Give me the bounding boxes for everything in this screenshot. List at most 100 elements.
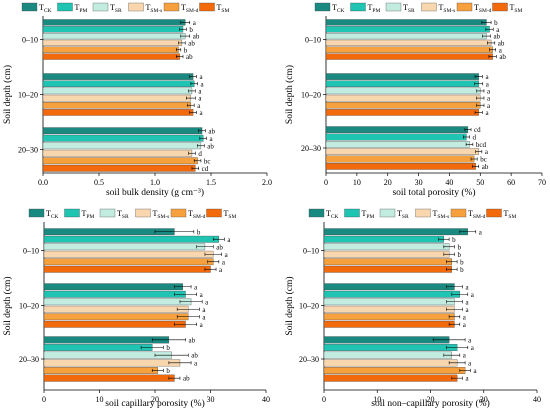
significance-label: ab [189, 336, 196, 344]
bar-SMs-3 [323, 359, 458, 367]
bar-PM-1 [323, 235, 444, 243]
chart-panel-2: TCK TPM TSR TSM-s TSM-d TSM 0 10 20 30 40 50 60 70 soi… [284, 2, 546, 198]
x-tick-label: 40 [445, 178, 453, 187]
x-tick-label: 30 [207, 395, 215, 404]
significance-label: a [225, 251, 229, 259]
significance-label: a [485, 148, 489, 156]
significance-label: ab [208, 127, 215, 135]
bar-SM-3 [42, 164, 196, 172]
significance-label: a [227, 236, 231, 244]
bar-SM-1 [323, 265, 452, 273]
bar-PM-2 [42, 80, 195, 87]
significance-label: a [473, 367, 477, 375]
bar-PM-3 [42, 134, 204, 142]
y-axis-title: Soil depth (cm) [284, 65, 295, 124]
x-tick-label: 10 [353, 178, 361, 187]
bar-SMs-3 [42, 149, 193, 157]
significance-label: a [194, 359, 198, 367]
bar-CK-3 [323, 336, 450, 344]
x-tick-label: 2.0 [262, 178, 272, 187]
bar-SMs-1 [323, 250, 450, 258]
significance-label: d [198, 150, 202, 158]
significance-label: a [205, 298, 209, 306]
legend-label-SMd: TSM-d [181, 3, 199, 14]
significance-label: b [460, 266, 464, 274]
category-label-1: 0–10 [305, 36, 321, 45]
y-axis-title: Soil depth (cm) [2, 65, 13, 124]
x-tick-label: 0.0 [38, 178, 48, 187]
legend-label-CK: TCK [332, 3, 345, 14]
legend: TCK TPM TSR TSM-s TSM-d TSM [308, 208, 516, 220]
category-label-3: 20–30 [19, 355, 39, 364]
chart-panel-3: TCK TPM TSR TSM-s TSM-d TSM 0 10 20 30 40 soil capi… [2, 208, 270, 409]
significance-label: a [487, 87, 491, 95]
significance-label: a [487, 95, 491, 103]
significance-label: a [193, 19, 197, 27]
x-axis-title: soil bulk density (g cm⁻³) [106, 187, 204, 198]
legend-swatch-CK [314, 2, 331, 12]
bar-SMs-2 [325, 94, 481, 102]
significance-label: a [471, 344, 475, 352]
significance-label: a [198, 87, 202, 95]
legend-swatch-SM [199, 2, 215, 12]
bar-SM-1 [325, 53, 493, 60]
legend-label-SR: TSR [117, 209, 129, 220]
category-label-2: 10–20 [299, 302, 319, 311]
legend-label-PM: TPM [75, 3, 88, 14]
significance-label: b [494, 19, 498, 27]
significance-label: a [465, 298, 469, 306]
significance-label: ab [186, 53, 193, 61]
bar-SR-3 [325, 141, 470, 148]
category-label-3: 20–30 [18, 146, 38, 155]
chart-panel-4: TCK TPM TSR TSM-s TSM-d TSM 0 10 20 30 40 soil non–… [284, 208, 541, 409]
bar-SMs-3 [43, 359, 181, 367]
significance-label: a [468, 359, 472, 367]
significance-label: a [219, 266, 223, 274]
bar-SM-2 [325, 109, 479, 116]
significance-label: b [184, 46, 188, 54]
category-label-1: 0–10 [303, 247, 319, 256]
legend-label-SMs: TSM-s [153, 209, 170, 220]
bar-CK-1 [323, 228, 468, 236]
legend-label-SR: TSR [403, 3, 415, 14]
legend-label-SMd: TSM-d [474, 3, 492, 14]
x-tick-label: 10 [373, 395, 381, 404]
bar-SR-3 [42, 142, 202, 150]
bar-CK-3 [42, 127, 203, 135]
bar-PM-2 [325, 80, 479, 87]
significance-label: a [463, 313, 467, 321]
legend-label-SMs: TSM-s [439, 3, 456, 14]
bar-SMd-1 [323, 258, 452, 266]
legend-label-SM: TSM [217, 3, 230, 14]
significance-label: a [199, 73, 203, 81]
bar-SR-1 [43, 243, 206, 251]
bar-CK-1 [325, 19, 487, 26]
bar-CK-3 [43, 336, 170, 344]
x-tick-label: 10 [96, 395, 104, 404]
significance-label: a [471, 291, 475, 299]
x-tick-label: 60 [507, 178, 515, 187]
category-label-2: 10–20 [18, 91, 38, 100]
significance-label: a [465, 283, 469, 291]
significance-label: ab [207, 142, 214, 150]
significance-label: bc [480, 156, 487, 164]
significance-label: ab [183, 375, 190, 383]
significance-label: a [499, 46, 503, 54]
bar-SM-3 [323, 374, 458, 382]
category-label-2: 10–20 [19, 302, 39, 311]
legend-swatch-SMd [456, 2, 473, 12]
legend-swatch-PM [57, 2, 73, 12]
bar-PM-2 [43, 290, 186, 298]
bar-SMs-1 [42, 39, 183, 47]
significance-label: a [485, 73, 489, 81]
bar-SM-2 [323, 320, 455, 328]
bar-PM-1 [43, 235, 219, 243]
bar-SMd-2 [323, 313, 455, 321]
bar-SMs-3 [325, 148, 479, 155]
significance-label: a [200, 291, 204, 299]
x-tick-label: 1.5 [206, 178, 216, 187]
bar-PM-3 [325, 133, 467, 141]
x-tick-label: 20 [384, 178, 392, 187]
bar-SM-1 [42, 53, 180, 60]
